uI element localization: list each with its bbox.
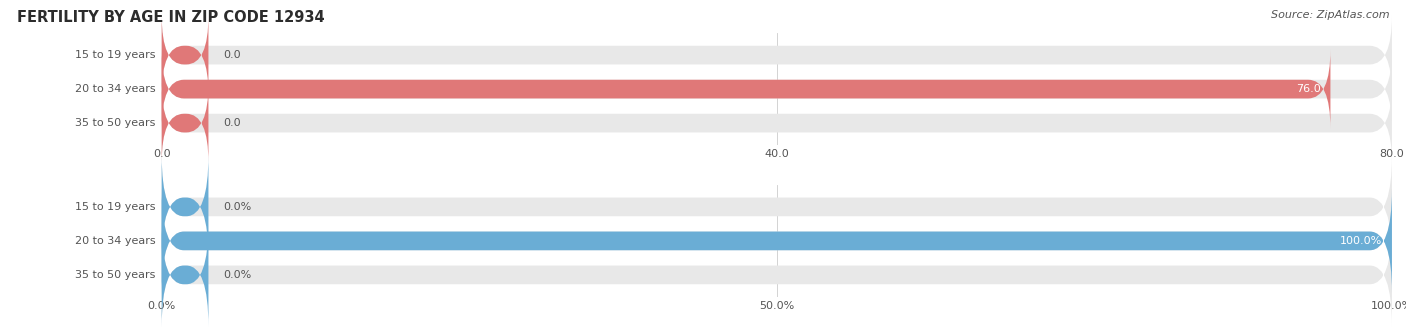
FancyBboxPatch shape xyxy=(162,83,208,163)
Text: 35 to 50 years: 35 to 50 years xyxy=(75,270,156,280)
Text: 0.0%: 0.0% xyxy=(224,270,252,280)
Text: 0.0%: 0.0% xyxy=(224,202,252,212)
FancyBboxPatch shape xyxy=(162,83,1392,163)
Text: Source: ZipAtlas.com: Source: ZipAtlas.com xyxy=(1271,10,1389,20)
Text: 76.0: 76.0 xyxy=(1296,84,1320,94)
FancyBboxPatch shape xyxy=(162,189,1392,293)
Text: 20 to 34 years: 20 to 34 years xyxy=(75,84,156,94)
FancyBboxPatch shape xyxy=(162,189,1392,293)
FancyBboxPatch shape xyxy=(162,155,208,259)
Text: 20 to 34 years: 20 to 34 years xyxy=(75,236,156,246)
Text: 15 to 19 years: 15 to 19 years xyxy=(75,202,156,212)
FancyBboxPatch shape xyxy=(162,50,1330,129)
FancyBboxPatch shape xyxy=(162,16,208,95)
FancyBboxPatch shape xyxy=(162,16,1392,95)
Text: 15 to 19 years: 15 to 19 years xyxy=(75,50,156,60)
Text: 0.0: 0.0 xyxy=(224,118,240,128)
FancyBboxPatch shape xyxy=(162,223,1392,327)
FancyBboxPatch shape xyxy=(162,223,208,327)
Text: FERTILITY BY AGE IN ZIP CODE 12934: FERTILITY BY AGE IN ZIP CODE 12934 xyxy=(17,10,325,25)
Text: 100.0%: 100.0% xyxy=(1340,236,1382,246)
Text: 35 to 50 years: 35 to 50 years xyxy=(75,118,156,128)
FancyBboxPatch shape xyxy=(162,50,1392,129)
Text: 0.0: 0.0 xyxy=(224,50,240,60)
FancyBboxPatch shape xyxy=(162,155,1392,259)
